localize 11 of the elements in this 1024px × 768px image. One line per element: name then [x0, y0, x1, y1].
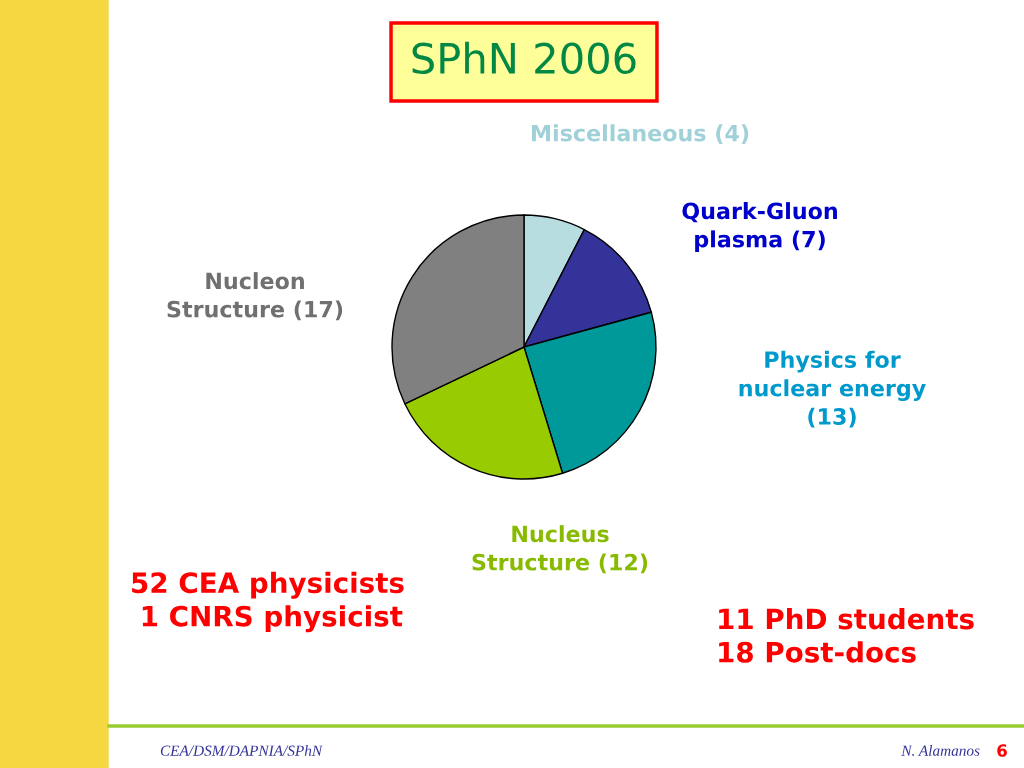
text: 6: [997, 744, 1007, 757]
text: 11 PhD students 18 Post-docs: [719, 607, 974, 663]
slice-label: Miscellaneous (4): [531, 124, 749, 145]
slice-label: Physics for nuclear energy (13): [739, 350, 926, 428]
text: N. Alamanos: [901, 745, 980, 756]
slice-label: Quark-Gluon plasma (7): [682, 202, 837, 252]
text: 52 CEA physicists 1 CNRS physicist: [132, 571, 404, 633]
slice-label: Nucleon Structure (17): [167, 272, 343, 321]
chart-title: SPhN 2006: [412, 41, 636, 75]
slice-label: Nucleus Structure (12): [472, 525, 648, 574]
text: CEA/DSM/DAPNIA/SPhN: [160, 745, 323, 756]
